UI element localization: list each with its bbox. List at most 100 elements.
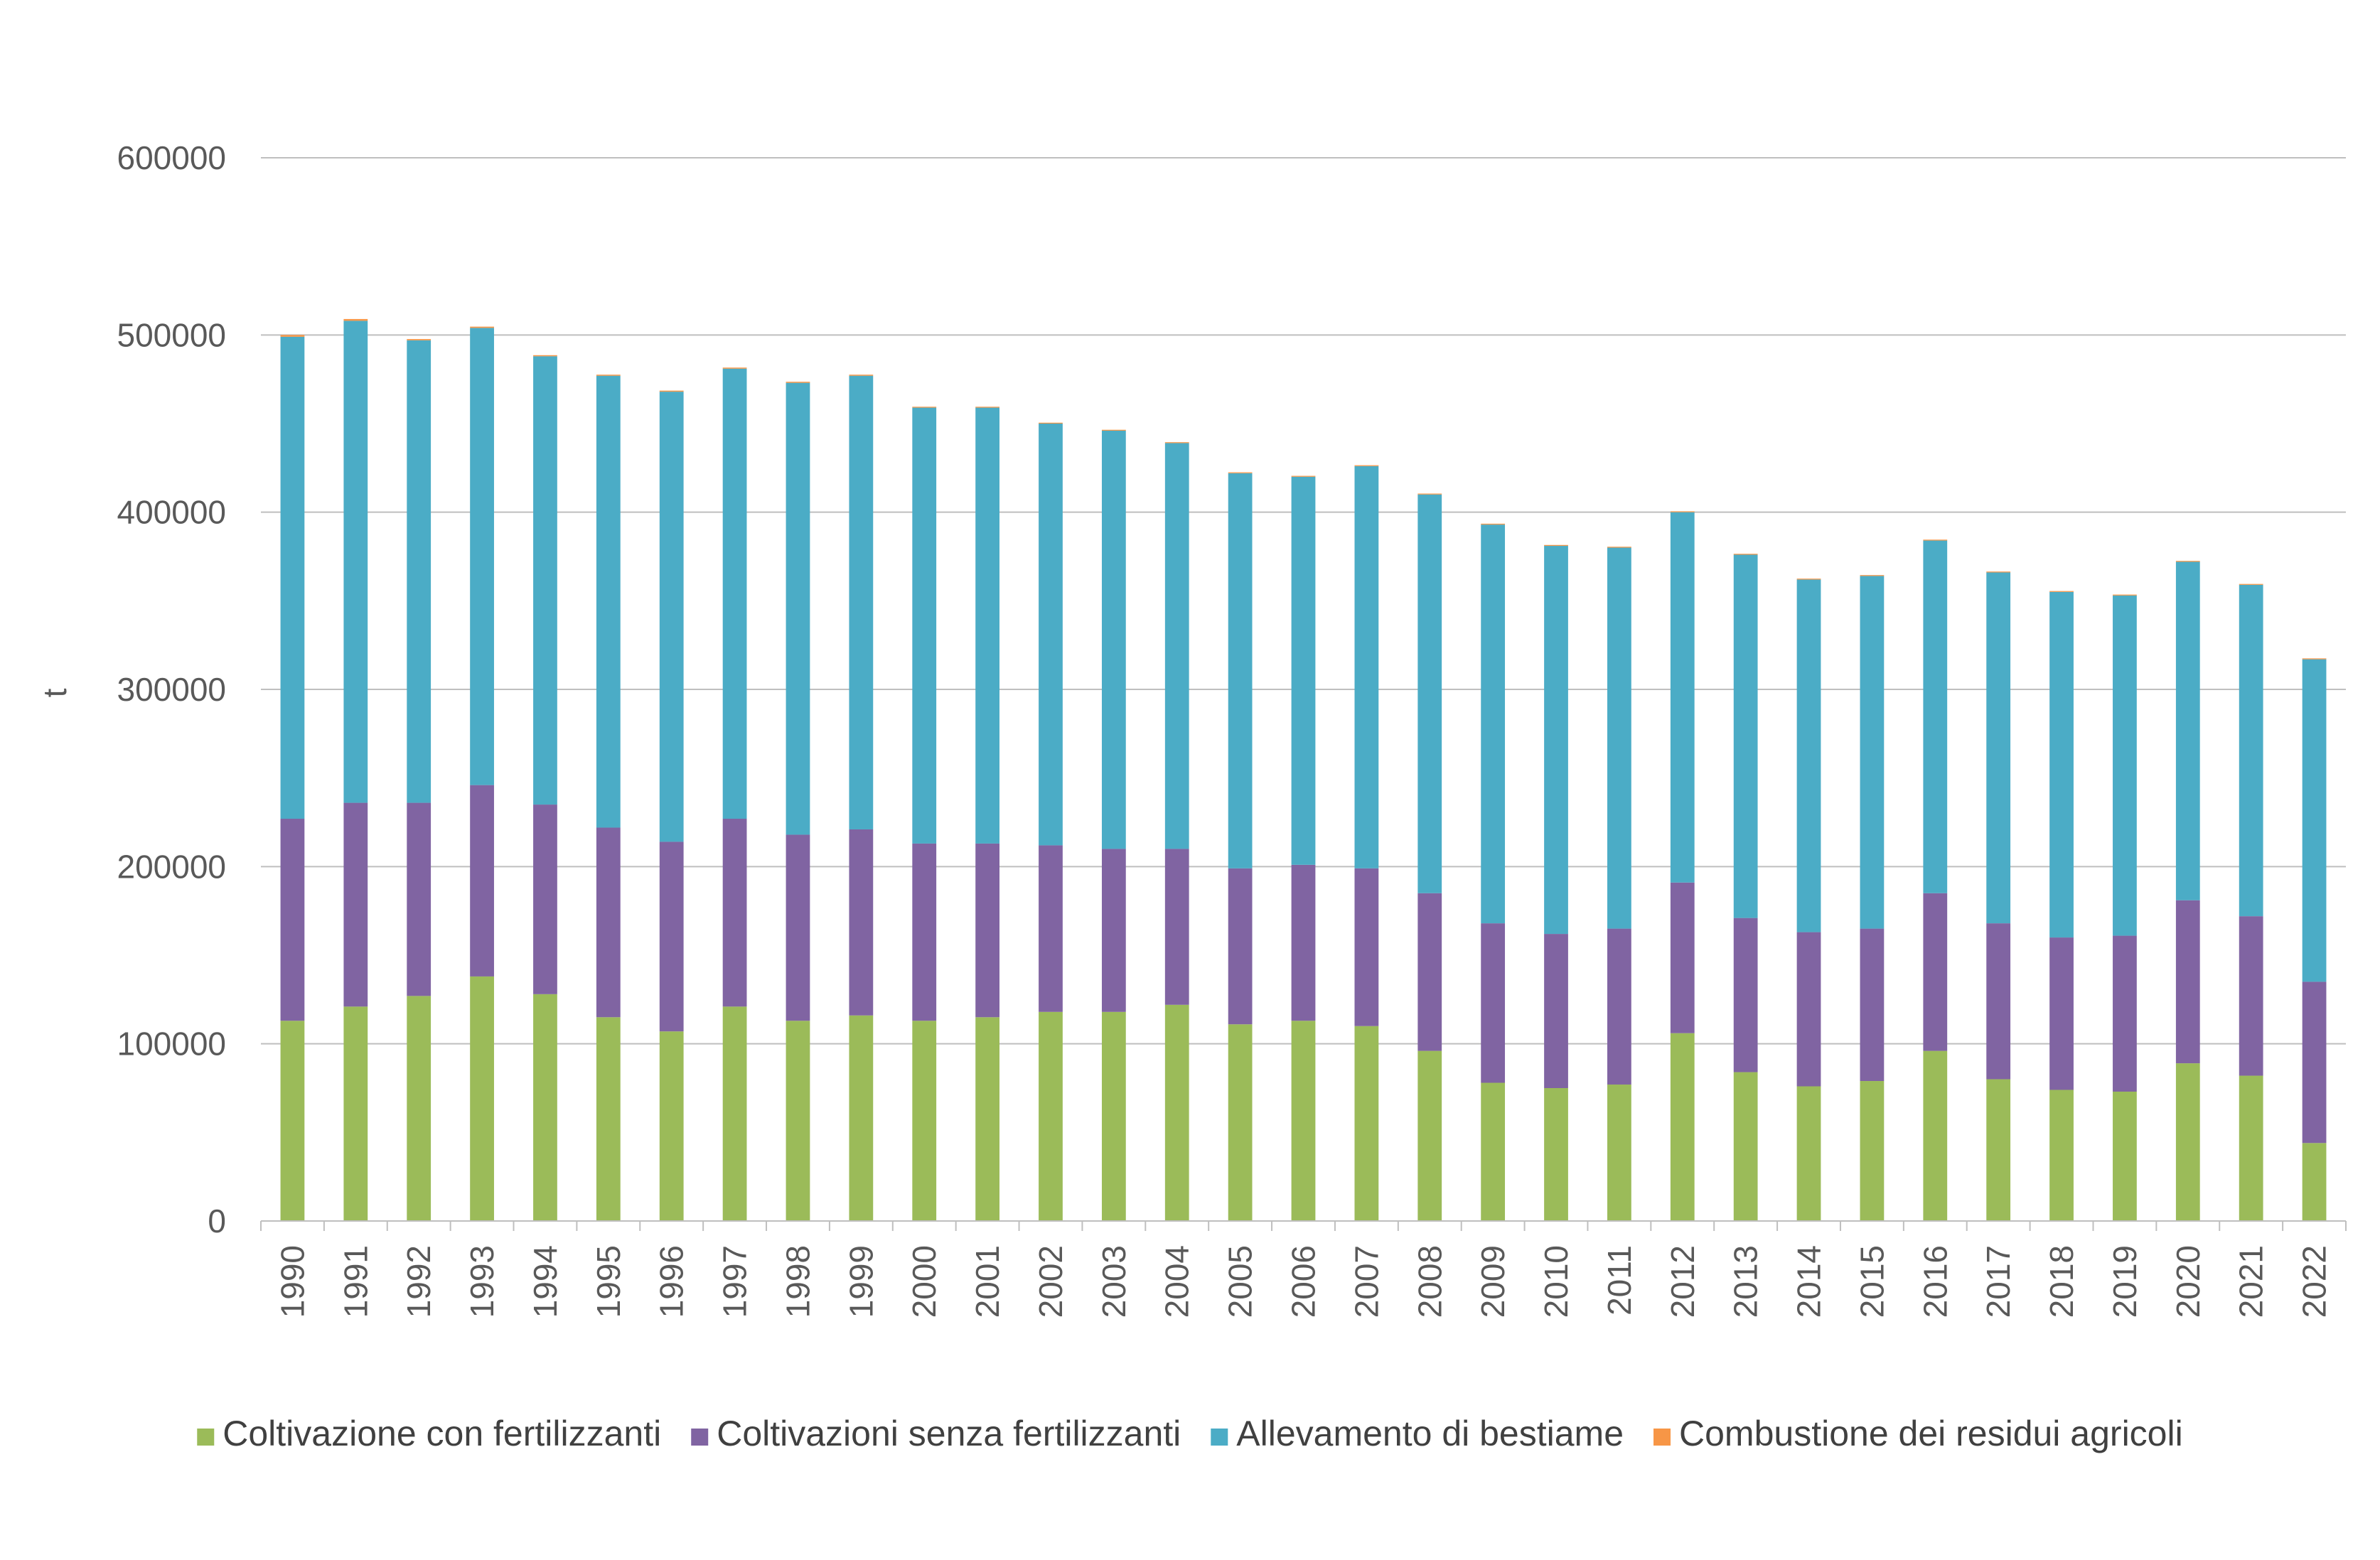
bar-segment-2017-s2	[1986, 572, 2011, 924]
x-tick-label: 1996	[653, 1245, 690, 1318]
bar-segment-2003-s0	[1101, 1011, 1126, 1221]
bar-segment-2017-s3	[1986, 571, 2011, 573]
bar-segment-2004-s3	[1164, 442, 1189, 443]
bar-segment-2010-s1	[1544, 934, 1568, 1088]
bar-segment-2005-s2	[1228, 473, 1253, 868]
bar-segment-2019-s0	[2113, 1091, 2137, 1221]
bar-segment-2015-s0	[1860, 1081, 1885, 1221]
bar-segment-2016-s2	[1923, 540, 1948, 893]
legend: Coltivazione con fertilizzanti Coltivazio…	[197, 1414, 2183, 1453]
legend-swatch	[1653, 1429, 1671, 1446]
y-tick-label: 100000	[117, 1026, 227, 1063]
bar-segment-1993-s3	[470, 326, 494, 328]
bar-segment-1991-s3	[343, 318, 368, 321]
bar-segment-2019-s1	[2113, 935, 2137, 1092]
bar-segment-2015-s1	[1860, 928, 1885, 1082]
x-tick-label: 2006	[1285, 1245, 1322, 1318]
bar-segment-1993-s0	[470, 976, 494, 1221]
y-axis-title: t	[36, 688, 73, 697]
bar-segment-2022-s1	[2302, 981, 2327, 1144]
x-tick-label: 2009	[1474, 1245, 1511, 1318]
x-tick-label: 2001	[969, 1245, 1006, 1318]
bar-segment-2013-s2	[1733, 554, 1758, 918]
bar-segment-2001-s2	[975, 407, 999, 844]
bar-segment-2000-s1	[912, 843, 937, 1021]
bar-segment-2007-s1	[1354, 868, 1379, 1026]
bar-segment-2002-s0	[1039, 1011, 1063, 1221]
legend-label: Coltivazioni senza fertilizzanti	[717, 1414, 1181, 1453]
bar-segment-1993-s1	[470, 785, 494, 977]
bar-segment-2017-s1	[1986, 923, 2011, 1080]
bar-segment-2015-s2	[1860, 576, 1885, 929]
bar-segment-2022-s3	[2302, 658, 2327, 660]
bar-segment-2012-s0	[1670, 1033, 1695, 1221]
bar-segment-2014-s1	[1796, 932, 1821, 1087]
bar-segment-2013-s1	[1733, 918, 1758, 1072]
bar-segment-2020-s0	[2175, 1063, 2200, 1221]
bar-segment-2004-s2	[1164, 443, 1189, 849]
bar-segment-1996-s0	[659, 1031, 684, 1221]
bar-segment-2000-s0	[912, 1021, 937, 1221]
bar-segment-2006-s1	[1291, 864, 1316, 1021]
bar-segment-1999-s1	[849, 829, 874, 1016]
bar-segment-1997-s1	[722, 819, 747, 1007]
bar-segment-2011-s0	[1607, 1085, 1631, 1221]
legend-label: Allevamento di bestiame	[1236, 1414, 1624, 1453]
x-tick-label: 1997	[717, 1245, 754, 1318]
bar-segment-1992-s3	[407, 339, 431, 340]
bar-segment-2003-s2	[1101, 430, 1126, 849]
bar-segment-1990-s2	[280, 336, 305, 819]
bar-segment-2002-s3	[1039, 422, 1063, 424]
bar-segment-2004-s1	[1164, 849, 1189, 1005]
x-tick-label: 2022	[2296, 1245, 2333, 1318]
y-tick-label: 500000	[117, 316, 227, 353]
bar-segment-2011-s2	[1607, 547, 1631, 929]
x-tick-label: 1992	[400, 1245, 437, 1318]
x-tick-label: 2015	[1853, 1245, 1890, 1318]
bar-segment-1995-s0	[596, 1017, 621, 1221]
bar-segment-2008-s1	[1417, 893, 1442, 1051]
x-tick-label: 2007	[1348, 1245, 1385, 1318]
legend-swatch	[1211, 1429, 1228, 1446]
bar-segment-2009-s3	[1481, 523, 1506, 525]
bar-segment-2007-s2	[1354, 466, 1379, 868]
bar-segment-2015-s3	[1860, 575, 1885, 576]
bar-segment-1998-s1	[786, 834, 810, 1021]
x-tick-label: 2005	[1222, 1245, 1259, 1318]
bar-segment-2022-s0	[2302, 1143, 2327, 1221]
bar-segment-2021-s2	[2239, 584, 2263, 917]
bar-segment-2020-s2	[2175, 561, 2200, 900]
legend-swatch	[691, 1429, 709, 1446]
x-tick-label: 2013	[1727, 1245, 1764, 1318]
x-tick-label: 1993	[463, 1245, 500, 1318]
bar-segment-2009-s2	[1481, 525, 1506, 924]
bar-segment-1997-s2	[722, 368, 747, 819]
bar-segment-2018-s1	[2049, 937, 2074, 1090]
bar-segment-2011-s1	[1607, 928, 1631, 1085]
bar-segment-2012-s1	[1670, 882, 1695, 1033]
x-tick-label: 2010	[1538, 1245, 1575, 1318]
x-tick-label: 1999	[842, 1245, 879, 1318]
bar-segment-2009-s1	[1481, 923, 1506, 1083]
x-tick-label: 1991	[337, 1245, 374, 1318]
bar-segment-2013-s0	[1733, 1072, 1758, 1221]
x-tick-label: 1990	[274, 1245, 311, 1318]
x-tick-label: 2021	[2233, 1245, 2270, 1318]
legend-label: Coltivazione con fertilizzanti	[223, 1414, 661, 1453]
y-tick-label: 600000	[117, 139, 227, 176]
bar-segment-2006-s2	[1291, 476, 1316, 865]
bar-segment-2000-s2	[912, 407, 937, 844]
bar-segment-1998-s0	[786, 1021, 810, 1221]
bar-segment-1992-s1	[407, 802, 431, 996]
bar-segment-2021-s1	[2239, 916, 2263, 1076]
legend-item: Coltivazione con fertilizzanti	[197, 1414, 661, 1453]
legend-item: Allevamento di bestiame	[1211, 1414, 1624, 1453]
y-tick-label: 0	[208, 1203, 226, 1239]
legend-swatch	[197, 1429, 215, 1446]
bar-segment-2012-s2	[1670, 512, 1695, 883]
bar-segment-2010-s2	[1544, 546, 1568, 935]
bar-segment-2003-s3	[1101, 429, 1126, 431]
bar-segment-1990-s0	[280, 1021, 305, 1221]
bar-segment-1999-s2	[849, 375, 874, 829]
bar-segment-1991-s1	[343, 802, 368, 1007]
